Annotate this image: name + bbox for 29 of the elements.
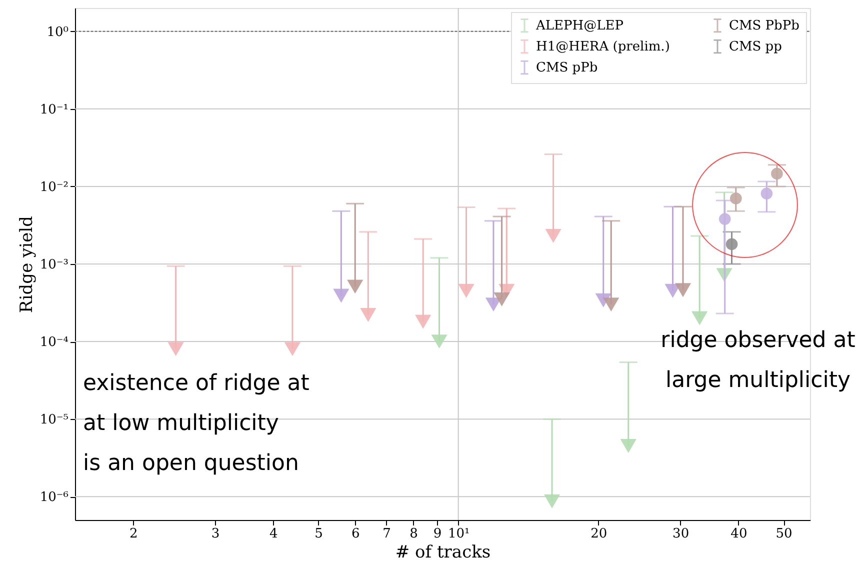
x-tick-label: 40	[730, 526, 748, 542]
x-tick-label: 50	[776, 526, 792, 542]
legend-label: ALEPH@LEP	[535, 18, 624, 34]
y-tick-label: 10⁻³	[40, 258, 68, 272]
y-tick-label: 10⁻⁶	[40, 490, 68, 506]
y-tick-label: 10⁻¹	[40, 102, 68, 118]
x-tick-label: 30	[672, 526, 690, 542]
x-tick-label: 8	[410, 526, 418, 542]
x-tick-label: 9	[433, 526, 442, 542]
legend-label: CMS pp	[729, 40, 782, 54]
annotation: ridge observed at large multiplicity	[660, 328, 856, 393]
x-axis-title: # of tracks	[395, 542, 491, 562]
y-tick-label: 10⁻²	[40, 180, 68, 195]
x-tick-label: 6	[351, 526, 360, 542]
x-tick-label: 5	[314, 526, 323, 542]
x-tick-label: 20	[590, 526, 608, 542]
y-axis-title: Ridge yield	[16, 216, 37, 313]
x-tick-label: 10¹	[448, 526, 470, 542]
x-tick-label: 7	[382, 526, 391, 542]
x-tick-label: 2	[129, 526, 138, 542]
x-tick-label: 3	[211, 526, 220, 542]
x-tick-label: 4	[270, 526, 278, 542]
y-tick-label: 10⁰	[46, 24, 68, 40]
y-tick-label: 10⁻⁵	[40, 412, 68, 428]
legend-label: CMS pPb	[536, 60, 598, 76]
y-tick-label: 10⁻⁴	[40, 335, 68, 350]
annotation: existence of ridge at at low multiplicity is an open question	[83, 371, 310, 476]
legend-label: H1@HERA (prelim.)	[536, 40, 670, 54]
legend-label: CMS PbPb	[729, 18, 800, 34]
